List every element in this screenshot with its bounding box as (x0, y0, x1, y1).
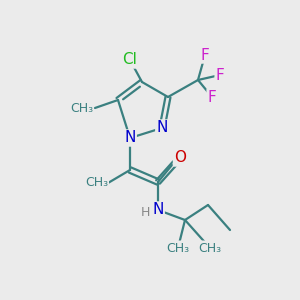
Text: F: F (201, 47, 209, 62)
Text: F: F (208, 89, 216, 104)
Text: O: O (174, 151, 186, 166)
Text: CH₃: CH₃ (70, 101, 93, 115)
Text: CH₃: CH₃ (85, 176, 108, 190)
Text: N: N (124, 130, 136, 146)
Text: H: H (140, 206, 150, 220)
Text: CH₃: CH₃ (198, 242, 222, 254)
Text: CH₃: CH₃ (167, 242, 190, 254)
Text: F: F (216, 68, 224, 82)
Text: N: N (156, 121, 168, 136)
Text: Cl: Cl (123, 52, 137, 68)
Text: N: N (152, 202, 164, 217)
